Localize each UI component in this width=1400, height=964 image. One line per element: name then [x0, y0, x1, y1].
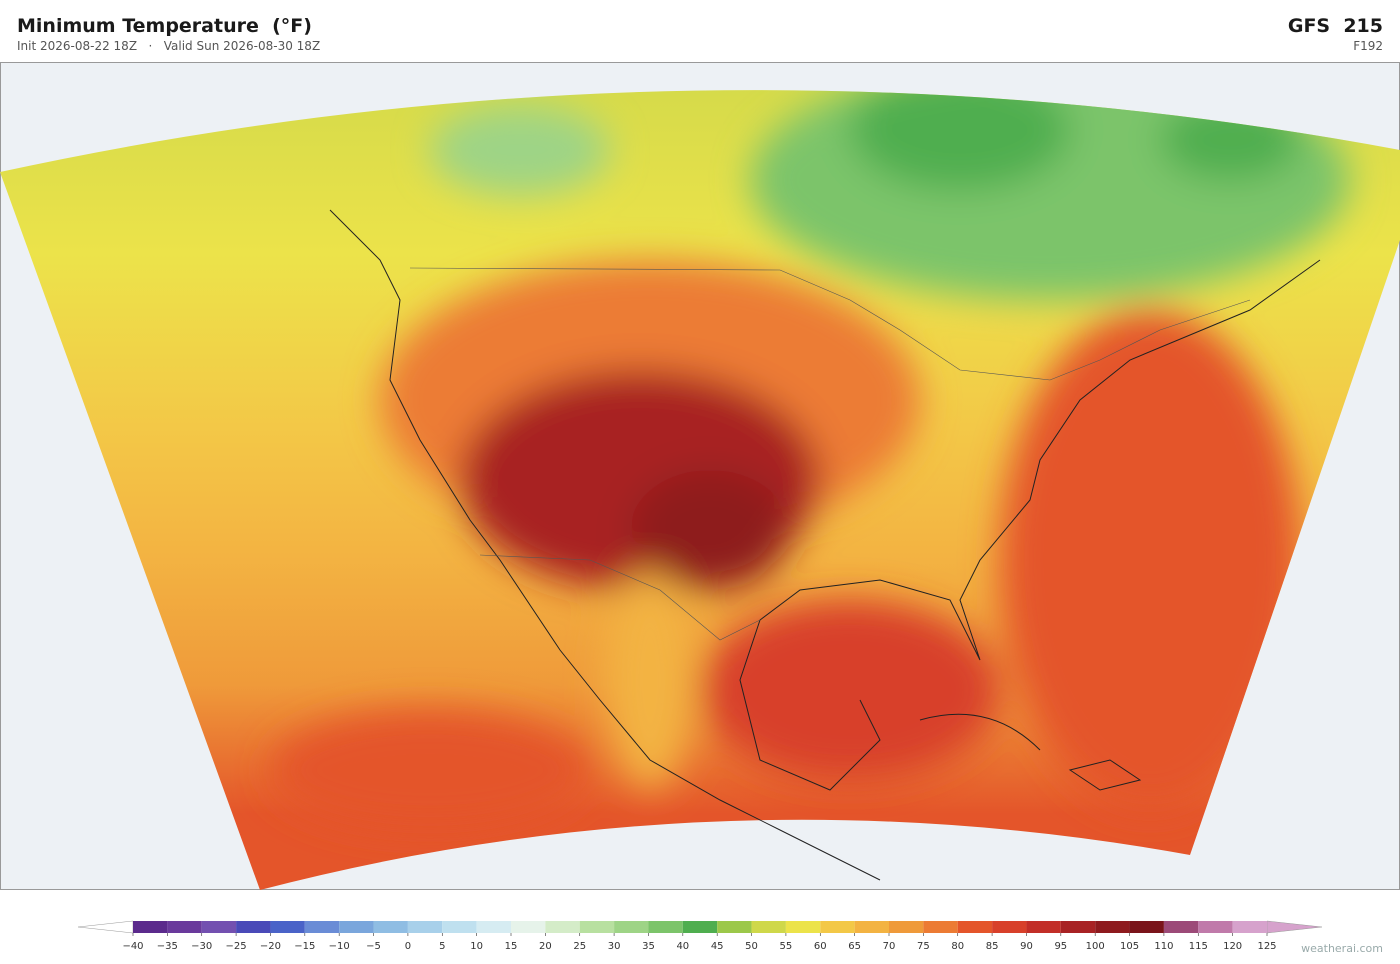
colorbar-tick-label: 90	[1020, 941, 1033, 952]
colorbar-segment	[1026, 921, 1061, 933]
colorbar-segment	[339, 921, 374, 933]
colorbar-tick-label: −30	[191, 941, 212, 952]
colorbar-tick-label: 105	[1120, 941, 1139, 952]
border	[409, 267, 1251, 381]
coastline	[919, 713, 1041, 751]
field-warm	[270, 710, 590, 830]
colorbar-segment	[545, 921, 580, 933]
colorbar-tick-label: 35	[642, 941, 655, 952]
colorbar-segment	[201, 921, 237, 933]
colorbar-segment	[751, 921, 786, 933]
credit: weatherai.com	[1301, 942, 1383, 955]
borders	[409, 267, 1251, 641]
field-warm	[700, 600, 1000, 780]
colorbar-tick-label: 30	[608, 941, 621, 952]
colorbar-segment	[236, 921, 271, 933]
colorbar-segment	[270, 921, 305, 933]
colorbar-tick-label: −10	[329, 941, 350, 952]
colorbar-segment	[614, 921, 649, 933]
colorbar-tick-label: 80	[951, 941, 964, 952]
colorbar-tick-label: 15	[505, 941, 518, 952]
coastlines	[329, 209, 1321, 881]
colorbar-tick-label: 65	[848, 941, 861, 952]
map-title: Minimum Temperature (°F)	[17, 15, 312, 37]
colorbar-tick-label: 55	[780, 941, 793, 952]
colorbar-segment	[1095, 921, 1130, 933]
colorbar-segment	[957, 921, 993, 933]
border	[479, 554, 761, 641]
colorbar-tick-label: 115	[1189, 941, 1208, 952]
colorbar-segment	[682, 921, 718, 933]
colorbar: −40 −35 −30 −25 −20 −15 −10 −5 0 5 10 15 20 25 30 35 40 4…	[77, 920, 1323, 952]
field-mild	[605, 570, 695, 790]
colorbar-segment	[1060, 921, 1096, 933]
colorbar-tick-label: 45	[711, 941, 724, 952]
forecast-hour: F192	[1353, 39, 1383, 53]
colorbar-tick-label: −35	[157, 941, 178, 952]
colorbar-tick-label: 125	[1257, 941, 1276, 952]
colorbar-tick-label: −40	[122, 941, 143, 952]
map-subtitle: Init 2026-08-22 18Z · Valid Sun 2026-08-…	[17, 39, 321, 53]
field-warm	[1000, 310, 1300, 810]
colorbar-tick-label: 10	[470, 941, 483, 952]
colorbar-tick-label: 20	[539, 941, 552, 952]
colorbar-tick-label: 40	[676, 941, 689, 952]
coastline	[1068, 759, 1142, 791]
colorbar-segment	[648, 921, 683, 933]
colorbar-segment	[1163, 921, 1199, 933]
colorbar-segment	[854, 921, 889, 933]
colorbar-tick-label: 120	[1223, 941, 1242, 952]
colorbar-under	[77, 920, 134, 934]
colorbar-segment	[511, 921, 546, 933]
field-hot	[630, 470, 790, 590]
colorbar-segment	[133, 921, 168, 933]
coastline	[739, 259, 1321, 791]
colorbar-tick-label: 75	[917, 941, 930, 952]
colorbar-segment	[442, 921, 477, 933]
field-cool	[850, 90, 1070, 190]
field-cool	[430, 105, 610, 195]
coastline	[329, 209, 881, 881]
colorbar-segment	[304, 921, 340, 933]
colorbar-segment	[717, 921, 752, 933]
colorbar-tick-label: 5	[439, 941, 445, 952]
colorbar-tick-label: −20	[260, 941, 281, 952]
colorbar-tick-label: 85	[986, 941, 999, 952]
colorbar-tick-label: 25	[573, 941, 586, 952]
colorbar-tick-label: 100	[1086, 941, 1105, 952]
colorbar-segment	[1129, 921, 1164, 933]
temperature-field	[0, 90, 1400, 890]
colorbar-segment	[579, 921, 615, 933]
colorbar-segment	[373, 921, 408, 933]
colorbar-tick-label: 50	[745, 941, 758, 952]
colorbar-tick-label: 70	[883, 941, 896, 952]
colorbar-segment	[1232, 921, 1267, 933]
colorbar-segment	[923, 921, 958, 933]
colorbar-tick-label: 110	[1154, 941, 1173, 952]
colorbar-over	[1266, 920, 1323, 934]
colorbar-tick-label: 0	[405, 941, 411, 952]
colorbar-segment	[476, 921, 511, 933]
colorbar-tick-label: −5	[366, 941, 381, 952]
colorbar-tick-label: 95	[1054, 941, 1067, 952]
colorbar-segment	[1198, 921, 1233, 933]
colorbar-segment	[785, 921, 821, 933]
colorbar-tick-label: 60	[814, 941, 827, 952]
colorbar-tick-label: −15	[294, 941, 315, 952]
colorbar-tick-label: −25	[226, 941, 247, 952]
colorbar-segment	[992, 921, 1027, 933]
model-label: GFS 215	[1287, 15, 1383, 37]
colorbar-segment	[407, 921, 443, 933]
colorbar-segment	[889, 921, 924, 933]
colorbar-segment	[167, 921, 202, 933]
colorbar-segment	[820, 921, 855, 933]
